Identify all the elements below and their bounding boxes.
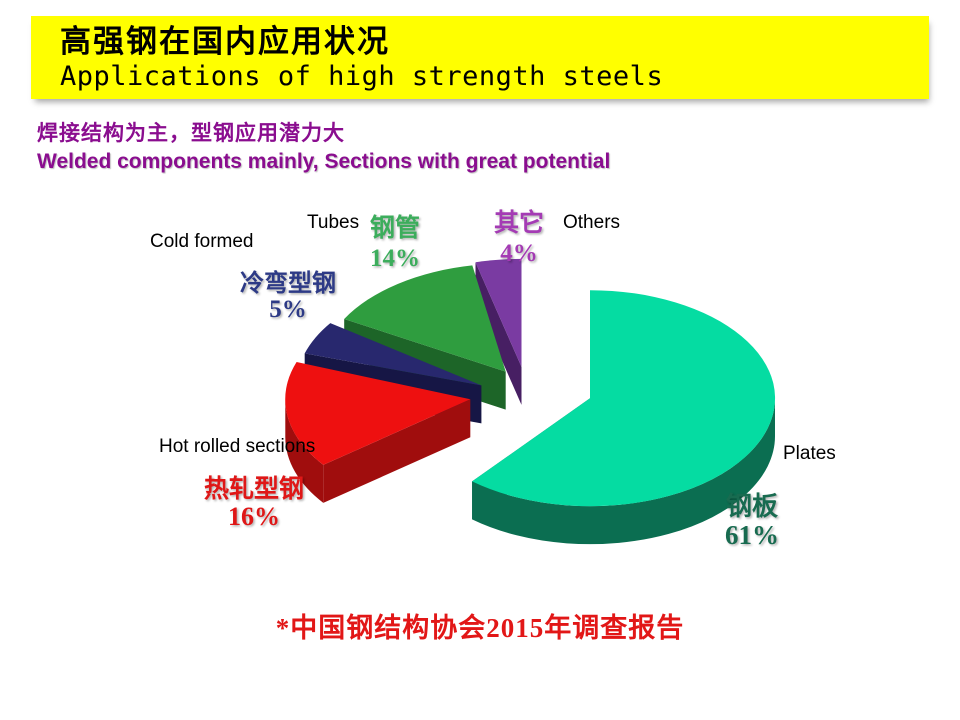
label-hot-rolled-en: Hot rolled sections (159, 436, 316, 457)
pie-slice-face (323, 399, 471, 503)
label-cold-formed-pct: 5% (269, 296, 307, 323)
label-tubes-zh: 钢管 (369, 215, 420, 242)
slide-title-en: Applications of high strength steels (60, 60, 664, 92)
label-plates-zh: 钢板 (725, 492, 778, 521)
pie-slice-face (472, 290, 776, 507)
footnote: *中国钢结构协会2015年调查报告 (275, 613, 685, 643)
label-plates-en: Plates (783, 443, 836, 464)
subtitle-block: 焊接结构为主，型钢应用潜力大 Welded components mainly,… (37, 121, 610, 174)
pie-slice-face (475, 258, 522, 367)
label-others-zh: 其它 (493, 210, 544, 237)
label-hot-rolled-zh: 热轧型钢 (203, 476, 304, 503)
title-banner: 高强钢在国内应用状况 Applications of high strength… (31, 16, 929, 99)
label-cold-formed-zh: 冷弯型钢 (240, 271, 336, 297)
pie-slice-face (344, 265, 506, 372)
slide-title-zh: 高强钢在国内应用状况 (60, 24, 390, 59)
pie-slice-face (285, 399, 324, 503)
pie-slice-face (475, 262, 522, 405)
label-tubes-en: Tubes (307, 212, 360, 233)
subtitle-en: Welded components mainly, Sections with … (37, 150, 611, 174)
label-plates-pct: 61% (725, 520, 779, 550)
label-hot-rolled-pct: 16% (228, 502, 280, 531)
pie-slice-face (304, 323, 482, 386)
pie-slice-face (285, 362, 471, 465)
label-cold-formed-en: Cold formed (150, 231, 254, 252)
label-others-pct: 4% (500, 240, 538, 267)
pie-slice-face (472, 398, 775, 545)
subtitle-zh: 焊接结构为主，型钢应用潜力大 (37, 121, 345, 145)
label-tubes-pct: 14% (370, 245, 420, 272)
label-others-en: Others (563, 212, 621, 233)
